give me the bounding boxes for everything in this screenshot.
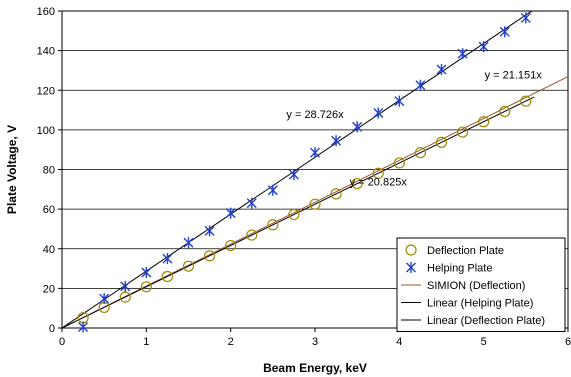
deflection-point bbox=[478, 116, 490, 128]
helping-point bbox=[478, 41, 489, 53]
x-tick-label-6: 6 bbox=[565, 336, 571, 348]
y-tick-label-60: 60 bbox=[43, 204, 55, 216]
deflection-point bbox=[288, 208, 300, 221]
data-markers bbox=[77, 12, 532, 333]
helping-point bbox=[499, 26, 510, 38]
equation-label: y = 21.151x bbox=[485, 69, 543, 81]
y-tick-label-20: 20 bbox=[43, 283, 55, 295]
y-tick-label-80: 80 bbox=[43, 165, 55, 177]
deflection-point bbox=[182, 260, 195, 272]
x-tick-label-3: 3 bbox=[312, 336, 318, 348]
legend-star-icon bbox=[406, 262, 416, 273]
helping-point bbox=[141, 267, 152, 279]
helping-point bbox=[246, 197, 257, 209]
x-axis-title: Beam Energy, keV bbox=[263, 361, 367, 375]
deflection-point bbox=[520, 95, 532, 107]
y-tick-label-40: 40 bbox=[43, 244, 55, 256]
deflection-point bbox=[246, 229, 258, 241]
helping-point bbox=[183, 237, 194, 249]
deflection-point bbox=[414, 147, 427, 159]
x-tick-label-0: 0 bbox=[59, 336, 65, 348]
deflection-point bbox=[225, 239, 237, 252]
legend-circle-icon bbox=[405, 244, 417, 256]
helping-point bbox=[78, 321, 89, 333]
deflection-point bbox=[203, 250, 216, 262]
deflection-point bbox=[372, 167, 384, 179]
deflection-point bbox=[499, 105, 511, 118]
y-tick-label-120: 120 bbox=[37, 85, 55, 97]
x-tick-label-5: 5 bbox=[481, 336, 487, 348]
annotations: y = 28.726x y = 21.151x y = 20.825x bbox=[286, 69, 542, 188]
y-axis-title: Plate Voltage, V bbox=[5, 125, 19, 214]
x-tick-label-4: 4 bbox=[396, 336, 402, 348]
helping-point bbox=[415, 79, 426, 91]
legend-label: Linear (Helping Plate) bbox=[427, 298, 533, 310]
deflection-point bbox=[435, 136, 448, 148]
deflection-point bbox=[351, 177, 363, 190]
helping-point bbox=[331, 135, 342, 147]
helping-point bbox=[162, 253, 173, 265]
legend-label: Linear (Deflection Plate) bbox=[427, 315, 545, 327]
deflection-point bbox=[140, 281, 152, 293]
deflection-point bbox=[393, 157, 405, 169]
y-tick-label-160: 160 bbox=[37, 6, 55, 18]
trendline-simion-deflection- bbox=[62, 76, 568, 328]
axis-ticks: 0 20 40 60 80 100 120 140 160 0 1 2 3 4 5 6 bbox=[37, 6, 571, 348]
helping-point bbox=[520, 12, 531, 24]
helping-point bbox=[267, 184, 278, 196]
y-tick-label-100: 100 bbox=[37, 125, 55, 137]
legend-label: SIMION (Deflection) bbox=[427, 280, 525, 292]
legend-label: Helping Plate bbox=[427, 263, 492, 275]
helping-point bbox=[204, 225, 215, 237]
helping-point bbox=[373, 107, 384, 119]
helping-point bbox=[310, 147, 320, 159]
helping-point bbox=[436, 63, 447, 75]
equation-label: y = 28.726x bbox=[286, 109, 344, 121]
helping-point bbox=[225, 207, 236, 219]
y-tick-label-140: 140 bbox=[37, 46, 55, 58]
deflection-point bbox=[456, 126, 469, 138]
deflection-point bbox=[119, 291, 131, 303]
helping-point bbox=[394, 95, 405, 107]
helping-point bbox=[457, 48, 468, 60]
legend: Deflection Plate Helping Plate SIMION (Def… bbox=[396, 237, 566, 332]
equation-label: y = 20.825x bbox=[350, 176, 408, 188]
helping-point bbox=[120, 280, 131, 292]
deflection-point bbox=[267, 219, 279, 231]
y-tick-label-0: 0 bbox=[49, 323, 55, 335]
helping-point bbox=[99, 293, 110, 305]
deflection-point bbox=[330, 188, 342, 200]
legend-box bbox=[396, 237, 566, 332]
deflection-point bbox=[161, 270, 174, 283]
helping-point bbox=[288, 168, 299, 180]
helping-point bbox=[352, 121, 363, 133]
x-tick-label-1: 1 bbox=[143, 336, 149, 348]
trendline-linear-helping-plate- bbox=[62, 11, 533, 328]
legend-label: Deflection Plate bbox=[427, 245, 504, 257]
deflection-point bbox=[309, 198, 321, 210]
x-tick-label-2: 2 bbox=[228, 336, 234, 348]
